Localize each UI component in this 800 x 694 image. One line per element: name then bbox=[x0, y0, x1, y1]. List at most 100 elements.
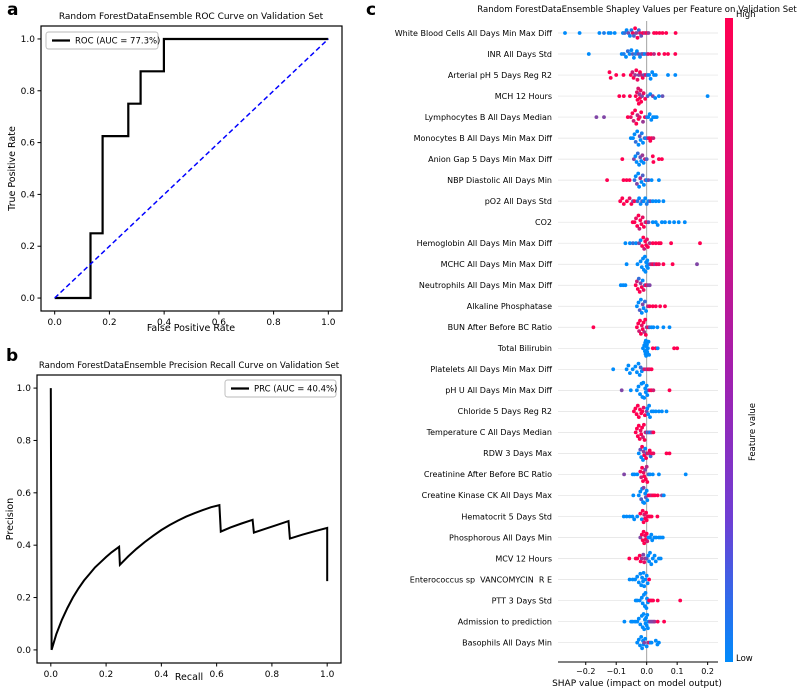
shap-dot bbox=[648, 472, 652, 477]
shap-dot bbox=[644, 510, 648, 515]
shap-dot bbox=[650, 70, 655, 75]
shap-dot bbox=[605, 178, 609, 183]
shap-dot bbox=[667, 220, 672, 225]
shap-dot bbox=[645, 498, 650, 503]
shap-dot bbox=[658, 304, 662, 309]
shap-dot bbox=[650, 304, 655, 309]
shap-dot bbox=[640, 94, 644, 98]
shap-dot bbox=[639, 285, 644, 289]
shap-dot bbox=[649, 640, 654, 645]
shap-feature-label: Arterial pH 5 Days Reg R2 bbox=[448, 71, 552, 80]
shap-dot bbox=[662, 619, 666, 624]
shap-dot bbox=[640, 215, 645, 220]
shap-dot bbox=[644, 354, 648, 358]
shap-dot bbox=[664, 409, 669, 414]
shap-dot bbox=[643, 495, 648, 500]
shap-dot bbox=[625, 115, 630, 119]
axes-frame bbox=[36, 374, 342, 664]
shap-dot bbox=[637, 241, 641, 246]
shap-dot bbox=[629, 48, 634, 53]
shap-dot bbox=[621, 73, 626, 77]
shap-dot bbox=[650, 472, 655, 477]
x-axis-label: SHAP value (impact on model output) bbox=[552, 679, 722, 689]
y-tick-label: 0.8 bbox=[17, 436, 32, 446]
shap-dot bbox=[672, 346, 676, 351]
shap-dot bbox=[637, 437, 642, 441]
shap-dot bbox=[654, 31, 659, 35]
shap-dot bbox=[643, 254, 647, 259]
shap-dot bbox=[639, 332, 643, 336]
shap-dot bbox=[653, 241, 658, 246]
shap-dot bbox=[634, 121, 639, 126]
shap-dot bbox=[621, 94, 626, 98]
shap-feature-label: BUN After Before BC Ratio bbox=[448, 323, 552, 332]
shap-dot bbox=[641, 346, 645, 351]
shap-dot bbox=[621, 514, 626, 519]
shap-dot bbox=[643, 636, 648, 641]
shap-dot bbox=[644, 488, 649, 493]
shap-dot bbox=[657, 52, 661, 56]
shap-feature-label: MCH 12 Hours bbox=[495, 92, 552, 101]
shap-dot bbox=[639, 595, 644, 600]
shap-dot bbox=[636, 276, 641, 281]
shap-dot bbox=[647, 283, 652, 288]
shap-dot bbox=[635, 224, 640, 228]
shap-dot bbox=[667, 451, 672, 456]
chance-diagonal-line bbox=[54, 38, 329, 299]
shap-dot bbox=[634, 31, 639, 35]
shap-dot bbox=[634, 160, 639, 164]
shap-dot bbox=[644, 383, 649, 388]
shap-dot bbox=[644, 456, 648, 460]
shap-dot bbox=[653, 559, 658, 564]
shap-dot bbox=[612, 31, 617, 35]
shap-dot bbox=[653, 199, 658, 204]
shap-dot bbox=[655, 598, 660, 603]
shap-dot bbox=[635, 279, 639, 284]
shap-dot bbox=[672, 220, 676, 225]
x-tick-label: 0.6 bbox=[212, 318, 227, 328]
shap-dot bbox=[627, 556, 632, 561]
shap-dot bbox=[634, 241, 638, 246]
shap-feature-label: PTT 3 Days Std bbox=[492, 596, 552, 605]
shap-dot bbox=[646, 339, 651, 344]
shap-dot bbox=[667, 325, 672, 330]
shap-dot bbox=[655, 325, 660, 330]
shap-dot bbox=[642, 396, 647, 400]
shap-feature-label: Total Bilirubin bbox=[497, 344, 552, 353]
shap-dot bbox=[624, 367, 629, 372]
shap-feature-label: Creatine Kinase CK All Days Max bbox=[422, 491, 553, 500]
shap-dot bbox=[682, 220, 687, 225]
shap-dot bbox=[635, 129, 640, 134]
shap-dot bbox=[621, 202, 626, 206]
shap-dot bbox=[640, 601, 645, 606]
shap-dot bbox=[649, 532, 654, 537]
shap-dot bbox=[639, 432, 644, 437]
shap-dot bbox=[631, 493, 636, 498]
shap-dot bbox=[642, 247, 647, 251]
shap-dot bbox=[633, 577, 637, 582]
shap-dot bbox=[643, 317, 648, 322]
shap-dot bbox=[638, 622, 643, 627]
shap-dot bbox=[633, 108, 637, 113]
shap-dot bbox=[651, 325, 656, 330]
shap-dot bbox=[645, 613, 650, 617]
shap-dot bbox=[622, 472, 626, 477]
shap-dot bbox=[638, 55, 642, 59]
shap-dot bbox=[657, 157, 661, 162]
shap-dot bbox=[641, 612, 646, 616]
shap-dot bbox=[622, 31, 627, 35]
shap-dot bbox=[618, 199, 623, 204]
x-axis-label: Recall bbox=[175, 672, 203, 683]
shap-dot bbox=[640, 444, 644, 449]
shap-dot bbox=[636, 171, 641, 176]
shap-feature-label: Platelets All Days Min Max Diff bbox=[430, 365, 552, 374]
shap-dot bbox=[653, 304, 658, 309]
shap-dot bbox=[646, 346, 650, 351]
shap-dot bbox=[657, 409, 661, 414]
shap-dot bbox=[632, 409, 636, 414]
shap-dot bbox=[642, 225, 646, 229]
shap-dot bbox=[641, 435, 645, 439]
shap-dot bbox=[640, 646, 644, 651]
shap-dot bbox=[645, 480, 650, 484]
